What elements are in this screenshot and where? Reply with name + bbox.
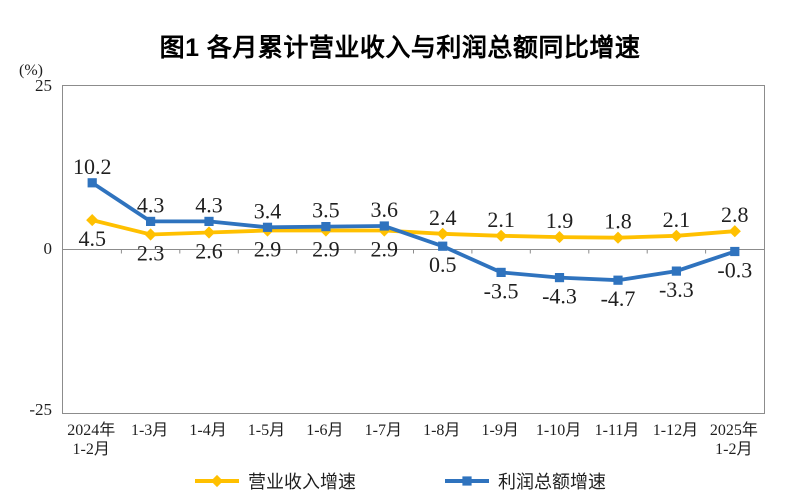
x-axis-labels: 2024年 1-2月 1-3月 1-4月 1-5月 1-6月 1-7月 1-8月 1-9月 1-1…: [62, 421, 763, 459]
profit-growth-marker: [496, 267, 506, 277]
profit-growth-line: [91, 181, 736, 283]
profit-growth-data-label: 4.3: [195, 192, 223, 217]
revenue-legend-label: 营业收入增速: [248, 472, 356, 492]
revenue-growth-marker: [202, 226, 216, 239]
legend: 营业收入增速 利润总额增速: [0, 468, 800, 494]
revenue-growth-data-label: 2.1: [663, 207, 691, 232]
revenue-growth-data-label: 2.9: [371, 237, 399, 262]
profit-growth-data-label: -4.3: [542, 284, 577, 309]
revenue-growth-marker: [144, 228, 157, 241]
x-axis-label: 1-9月: [481, 422, 519, 439]
revenue-growth-data-label: 1.9: [546, 208, 574, 233]
x-axis-label: 1-4月: [189, 422, 227, 439]
legend-item-revenue: 营业收入增速: [194, 468, 356, 494]
profit-growth-data-label: 0.5: [429, 252, 457, 277]
profit-growth-data-label: 3.5: [312, 198, 340, 223]
profit-growth-data-label: 3.6: [371, 197, 399, 222]
profit-growth-marker: [146, 216, 156, 226]
series-canvas: 4.5 2.3 2.6 2.9 2.9 2.9 2.4 2.1 1.9 1.8 2.1 2.8 10.2…: [63, 154, 764, 311]
profit-growth-data-label: -0.3: [717, 258, 752, 283]
profit-growth-marker: [262, 222, 273, 232]
profit-growth-data-label: -3.5: [484, 278, 519, 303]
profit-growth-marker: [613, 275, 623, 285]
revenue-growth-marker: [86, 214, 99, 227]
x-axis-label: 1-6月: [306, 422, 344, 439]
revenue-growth-marker: [670, 229, 683, 242]
x-axis-label: 1-8月: [423, 422, 461, 439]
y-axis-tick-0: 0: [43, 239, 53, 258]
x-axis-label: 1-10月: [535, 422, 582, 439]
profit-legend-marker: [445, 476, 489, 486]
x-axis-label: 2024年 1-2月: [67, 422, 116, 458]
revenue-growth-data-label: 4.5: [78, 226, 106, 251]
plot-area: 4.5 2.3 2.6 2.9 2.9 2.9 2.4 2.1 1.9 1.8 2.1 2.8 10.2…: [62, 85, 765, 414]
profit-growth-marker: [730, 246, 740, 257]
profit-legend-label: 利润总额增速: [498, 472, 606, 492]
profit-growth-marker: [321, 222, 331, 232]
profit-growth-data-label: 10.2: [73, 154, 112, 179]
profit-growth-marker: [204, 216, 214, 226]
diamond-marker-icon: [210, 474, 224, 488]
x-axis-label: 2025年 1-2月: [709, 422, 758, 458]
x-axis-label: 1-12月: [652, 422, 699, 439]
revenue-growth-data-label: 2.1: [487, 207, 514, 232]
revenue-growth-data-label: 2.9: [312, 237, 340, 262]
chart-title: 图1 各月累计营业收入与利润总额同比增速: [159, 34, 641, 62]
profit-growth-data-label: -3.3: [659, 277, 694, 302]
y-axis-tick-25: 25: [35, 76, 52, 95]
profit-growth-marker: [379, 221, 389, 231]
x-axis-label: 1-5月: [247, 422, 286, 439]
y-axis-unit-label: (%): [19, 62, 43, 79]
square-marker-icon: [462, 476, 472, 486]
profit-growth-marker: [554, 273, 565, 283]
revenue-growth-data-label: 2.4: [429, 205, 457, 230]
profit-growth-marker: [671, 266, 681, 276]
profit-growth-data-label: -4.7: [601, 286, 636, 311]
revenue-growth-data-label: 2.3: [137, 241, 165, 266]
profit-growth-data-label: 3.4: [254, 198, 282, 223]
x-axis-label: 1-7月: [364, 422, 402, 439]
revenue-legend-marker: [195, 474, 239, 488]
legend-item-profit: 利润总额增速: [444, 468, 606, 494]
y-axis-tick-neg25: -25: [29, 400, 52, 419]
revenue-growth-data-label: 2.6: [195, 239, 223, 264]
x-axis-label: 1-11月: [594, 422, 640, 439]
revenue-growth-data-label: 2.8: [721, 202, 749, 227]
profit-growth-data-label: 4.3: [137, 192, 165, 217]
revenue-growth-line: [91, 218, 735, 240]
profit-growth-marker: [438, 241, 448, 251]
x-axis-label: 1-3月: [130, 422, 169, 439]
revenue-growth-data-label: 1.8: [604, 209, 632, 234]
revenue-growth-marker: [436, 227, 449, 240]
revenue-growth-data-label: 2.9: [254, 237, 282, 262]
revenue-growth-marker: [495, 229, 508, 242]
profit-growth-marker: [87, 178, 97, 188]
